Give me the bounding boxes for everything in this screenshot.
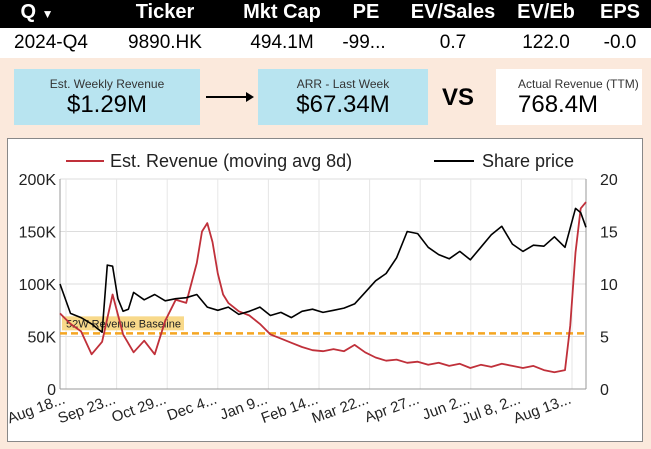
cell-evsales: 0.7: [439, 32, 467, 53]
arr-card: ARR - Last Week $67.34M: [258, 69, 428, 125]
actual-revenue-card: Actual Revenue (TTM) 768.4M: [496, 69, 642, 125]
q-header-label: Q: [20, 1, 37, 23]
actual-revenue-value: 768.4M: [518, 91, 599, 118]
column-header-pe[interactable]: PE: [352, 1, 380, 23]
cell-pe: -99...: [342, 32, 386, 53]
x-tick-label: Mar 22...: [310, 391, 371, 427]
x-tick-label: Feb 14...: [259, 391, 320, 427]
x-tick-label: Apr 27...: [362, 391, 421, 426]
table-header: Q ▼ Ticker Mkt Cap PE EV/Sales EV/Eb EPS: [0, 0, 651, 28]
price-series-line: [59, 207, 587, 334]
y-left-tick-label: 100K: [19, 277, 57, 294]
y-right-tick-label: 15: [600, 225, 618, 242]
chevron-down-icon[interactable]: ▼: [41, 7, 54, 21]
column-header-ticker[interactable]: Ticker: [135, 1, 195, 23]
arr-value: $67.34M: [296, 91, 390, 118]
cell-eveb: 122.0: [522, 32, 570, 53]
x-tick-label: Dec 4...: [165, 391, 219, 425]
column-header-q[interactable]: Q ▼: [2, 1, 72, 24]
arr-label: ARR - Last Week: [296, 77, 390, 91]
x-tick-label: Aug 13...: [511, 391, 573, 428]
y-right-tick-label: 0: [600, 382, 609, 399]
y-right-tick-label: 10: [600, 277, 618, 294]
legend-revenue-label: Est. Revenue (moving avg 8d): [110, 151, 352, 171]
y-left-tick-label: 150K: [19, 225, 57, 242]
y-left-tick-label: 0: [47, 382, 56, 399]
vs-label: VS: [442, 84, 475, 111]
revenue-series-line: [59, 201, 587, 374]
x-tick-label: Jul 8, 2...: [460, 391, 523, 428]
x-tick-label: Aug 18...: [8, 391, 67, 428]
cell-ticker: 9890.HK: [128, 32, 202, 53]
y-right-tick-label: 20: [600, 172, 618, 189]
column-header-evsales[interactable]: EV/Sales: [410, 1, 496, 23]
column-header-eveb[interactable]: EV/Eb: [517, 1, 575, 23]
x-tick-label: Sep 23...: [56, 391, 118, 428]
legend-price-label: Share price: [482, 151, 574, 171]
column-header-eps[interactable]: EPS: [599, 1, 641, 23]
arrow-right-icon: [206, 92, 254, 102]
actual-revenue-label: Actual Revenue (TTM): [518, 77, 639, 91]
cell-mktcap: 494.1M: [250, 32, 314, 53]
cell-eps: -0.0: [603, 32, 637, 53]
table-row[interactable]: 2024-Q4 9890.HK 494.1M -99... 0.7 122.0 …: [0, 28, 651, 58]
weekly-revenue-label: Est. Weekly Revenue: [49, 77, 165, 91]
revenue-price-chart: 200K 150K 100K 50K 0 20 15 10 5 0 Aug 18... Sep 23.…: [5, 138, 643, 442]
weekly-revenue-card: Est. Weekly Revenue $1.29M: [14, 69, 200, 125]
cell-q: 2024-Q4: [14, 32, 88, 53]
column-header-mktcap[interactable]: Mkt Cap: [243, 1, 321, 23]
x-tick-label: Oct 29...: [109, 391, 168, 426]
baseline-label-bg: [62, 316, 184, 331]
weekly-revenue-value: $1.29M: [66, 91, 148, 118]
y-right-tick-label: 5: [600, 330, 609, 347]
y-left-tick-label: 50K: [28, 330, 57, 347]
y-left-tick-label: 200K: [19, 172, 57, 189]
